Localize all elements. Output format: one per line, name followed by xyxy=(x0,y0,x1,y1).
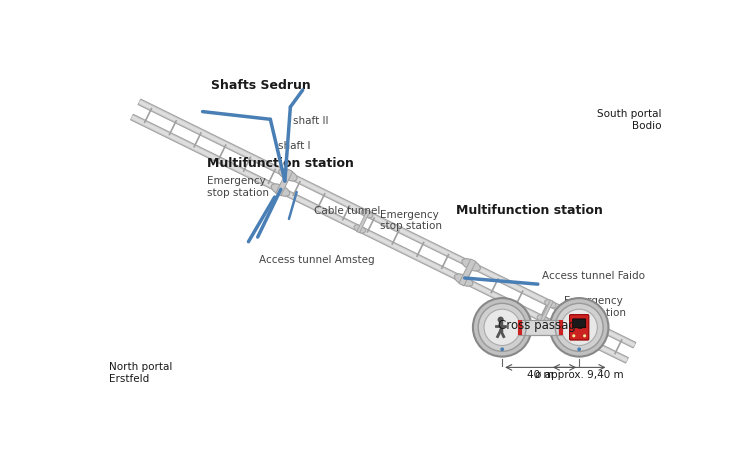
Text: Emergency
stop station: Emergency stop station xyxy=(380,210,442,231)
Polygon shape xyxy=(540,300,554,323)
Polygon shape xyxy=(138,99,636,348)
Ellipse shape xyxy=(544,300,556,308)
Ellipse shape xyxy=(354,225,365,233)
Text: Cable tunnel: Cable tunnel xyxy=(314,206,380,216)
Polygon shape xyxy=(131,116,628,362)
Text: Multifunction station: Multifunction station xyxy=(207,157,354,170)
Circle shape xyxy=(473,298,532,356)
Circle shape xyxy=(583,334,586,338)
Circle shape xyxy=(478,303,526,351)
Ellipse shape xyxy=(272,184,290,196)
Text: Cross passage: Cross passage xyxy=(498,319,584,332)
Circle shape xyxy=(484,309,520,346)
Circle shape xyxy=(578,347,581,351)
Ellipse shape xyxy=(462,259,480,271)
Circle shape xyxy=(572,334,575,338)
Text: Emergency
stop station: Emergency stop station xyxy=(207,176,269,198)
Text: South portal
Bodio: South portal Bodio xyxy=(597,109,662,131)
Text: ø approx. 9,40 m: ø approx. 9,40 m xyxy=(535,370,623,380)
Text: shaft II: shaft II xyxy=(293,116,329,126)
FancyBboxPatch shape xyxy=(569,315,589,340)
Polygon shape xyxy=(357,210,370,233)
Circle shape xyxy=(555,303,603,351)
Text: shaft I: shaft I xyxy=(278,141,310,151)
Text: Access tunnel Faido: Access tunnel Faido xyxy=(542,271,645,281)
Ellipse shape xyxy=(362,210,373,218)
Text: Multifunction station: Multifunction station xyxy=(456,204,603,217)
Text: Shafts Sedrun: Shafts Sedrun xyxy=(211,79,311,92)
Ellipse shape xyxy=(537,315,548,323)
Text: Access tunnel Amsteg: Access tunnel Amsteg xyxy=(260,255,375,265)
FancyBboxPatch shape xyxy=(573,319,586,328)
Text: Emergency
stop station: Emergency stop station xyxy=(563,296,626,318)
Ellipse shape xyxy=(454,274,473,286)
Polygon shape xyxy=(139,100,635,346)
Polygon shape xyxy=(276,169,292,196)
Text: North portal
Erstfeld: North portal Erstfeld xyxy=(110,362,172,383)
Circle shape xyxy=(497,316,504,323)
Ellipse shape xyxy=(279,169,297,181)
Circle shape xyxy=(500,347,504,351)
Polygon shape xyxy=(130,114,628,363)
Polygon shape xyxy=(518,320,564,335)
Circle shape xyxy=(561,309,597,346)
Circle shape xyxy=(550,298,608,356)
Text: 40 m: 40 m xyxy=(527,370,554,380)
Polygon shape xyxy=(459,259,476,286)
